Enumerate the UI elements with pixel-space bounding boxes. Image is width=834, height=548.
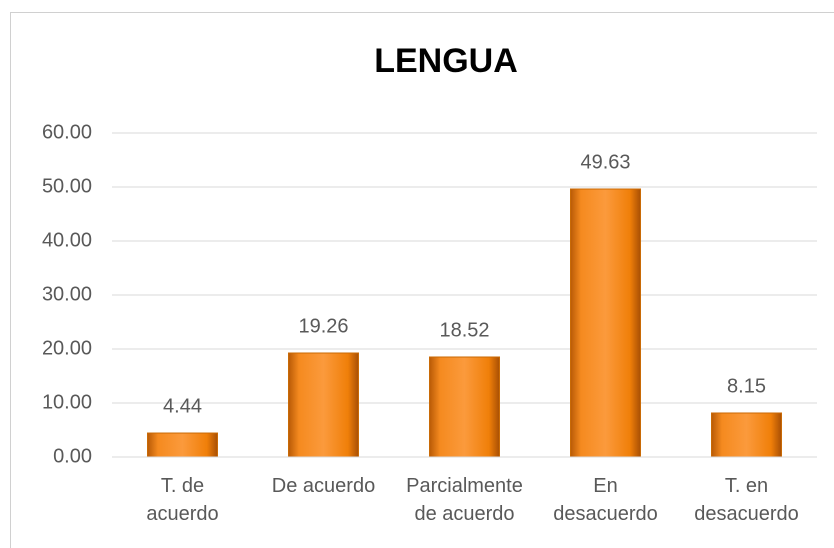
bar xyxy=(570,188,641,458)
y-tick-label: 10.00 xyxy=(42,391,92,413)
data-label: 8.15 xyxy=(727,375,766,397)
x-tick-label: Parcialmente de acuerdo xyxy=(406,475,523,525)
x-tick-label: De acuerdo xyxy=(271,475,376,497)
bar xyxy=(429,356,500,458)
bar xyxy=(711,412,782,458)
data-label: 4.44 xyxy=(163,395,202,417)
data-label: 19.26 xyxy=(298,315,348,337)
y-tick-label: 40.00 xyxy=(42,229,92,251)
y-tick-label: 50.00 xyxy=(42,175,92,197)
data-label: 49.63 xyxy=(580,151,630,173)
chart-border xyxy=(10,12,834,548)
bar xyxy=(288,352,359,458)
chart-title: LENGUA xyxy=(374,42,518,80)
bar xyxy=(147,432,218,458)
y-tick-label: 30.00 xyxy=(42,283,92,305)
x-tick-label: En desacuerdo xyxy=(553,475,658,525)
data-label: 18.52 xyxy=(439,319,489,341)
y-tick-label: 60.00 xyxy=(42,121,92,143)
x-tick-label: T. en desacuerdo xyxy=(694,475,799,525)
y-tick-label: 20.00 xyxy=(42,337,92,359)
y-tick-label: 0.00 xyxy=(53,445,92,467)
x-tick-label: T. de acuerdo xyxy=(146,475,219,525)
